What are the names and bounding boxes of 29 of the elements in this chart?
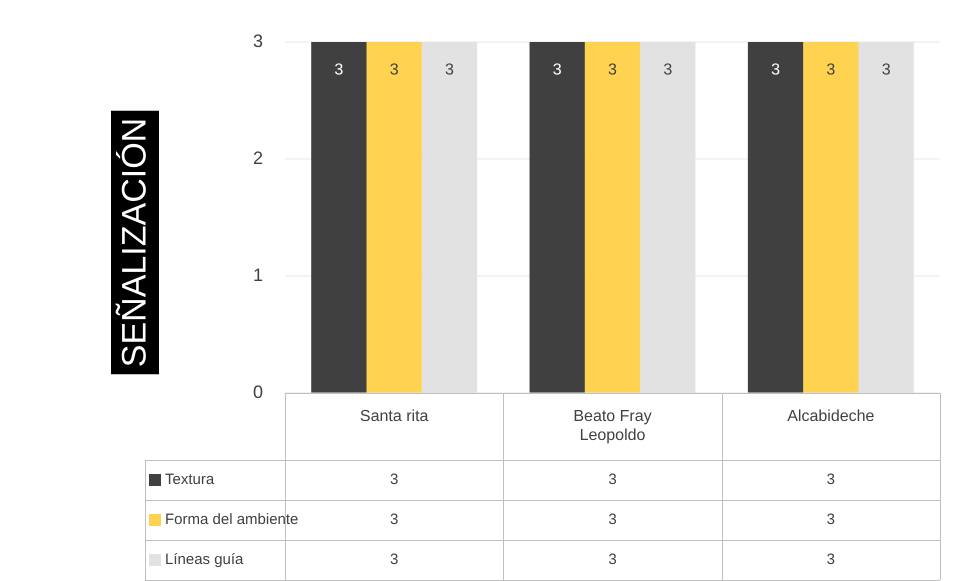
y-tick-label: 0	[252, 382, 263, 402]
data-label: 3	[826, 551, 836, 568]
y-tick-label: 2	[252, 148, 263, 168]
annotation: 3	[552, 61, 562, 78]
data-label: 3	[826, 471, 836, 488]
legend-label: Textura	[165, 471, 215, 488]
x-tick-label: Santa rita	[360, 408, 429, 426]
data-label: 3	[608, 511, 617, 528]
data-label: 3	[390, 551, 398, 568]
legend-label: Líneas guía	[165, 551, 244, 568]
x-tick-label: Alcabideche	[787, 408, 875, 426]
y-tick-label: 1	[252, 264, 263, 285]
data-label: 3	[826, 511, 836, 528]
y-tick-label: 3	[252, 30, 263, 51]
annotation: 3	[663, 61, 672, 78]
annotation: 3	[334, 61, 344, 78]
data-label: 3	[390, 511, 398, 528]
y-axis-title: SEÑALIZACIÓN	[115, 118, 154, 368]
data-label: 3	[390, 471, 398, 488]
legend-label: Forma del ambiente	[165, 511, 298, 528]
annotation: 3	[608, 61, 618, 78]
annotation: 3	[390, 61, 399, 78]
annotation: 3	[445, 61, 454, 78]
x-tick-label: Beato Fray Leopoldo	[573, 408, 652, 444]
annotation: 3	[771, 61, 780, 78]
annotation: 3	[826, 61, 836, 78]
data-label: 3	[608, 551, 617, 568]
data-label: 3	[608, 471, 617, 488]
annotation: 3	[882, 61, 891, 78]
